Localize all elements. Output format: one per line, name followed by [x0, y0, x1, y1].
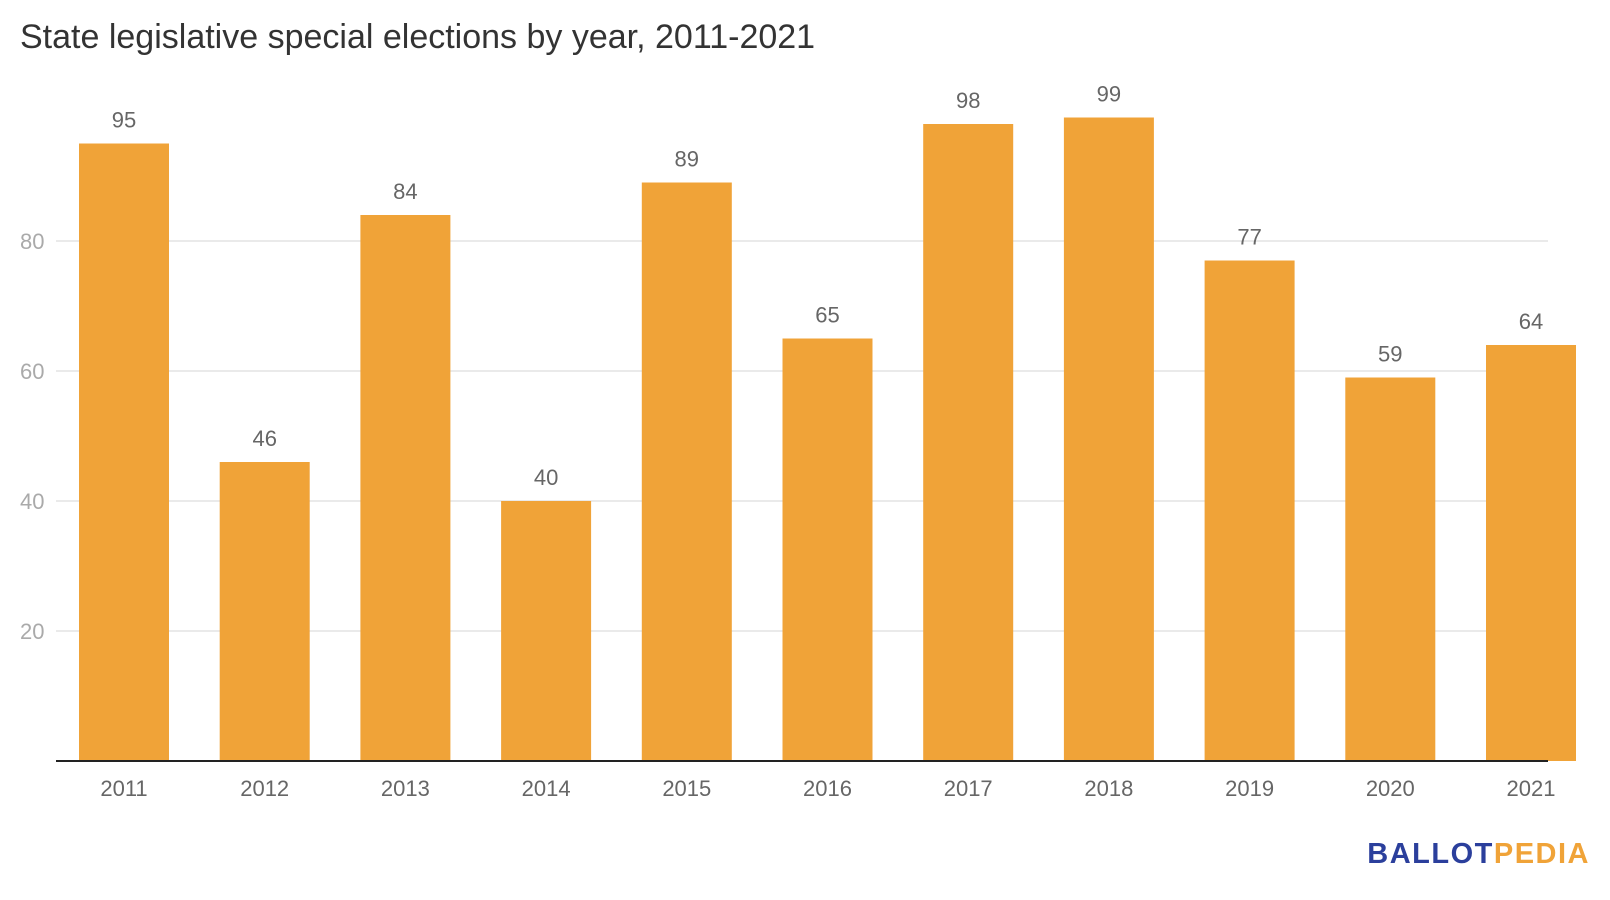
- x-tick-label-2015: 2015: [662, 776, 711, 801]
- bar-2014: [501, 501, 592, 761]
- data-label-2012: 46: [252, 426, 276, 451]
- y-tick-label: 80: [20, 229, 44, 254]
- data-labels: 95 46 84 40 89 65 98 99 77 59 64: [112, 82, 1543, 491]
- bar-2020: [1345, 377, 1436, 761]
- bar-2015: [641, 182, 732, 761]
- x-tick-label-2012: 2012: [240, 776, 289, 801]
- bars: [79, 117, 1576, 761]
- x-tick-label-2017: 2017: [944, 776, 993, 801]
- bar-2013: [360, 215, 451, 761]
- y-tick-label: 60: [20, 359, 44, 384]
- bar-2021: [1486, 345, 1576, 761]
- chart-title: State legislative special elections by y…: [20, 18, 816, 56]
- x-tick-label-2016: 2016: [803, 776, 852, 801]
- bar-2012: [219, 462, 310, 761]
- x-tick-label-2014: 2014: [522, 776, 571, 801]
- data-label-2011: 95: [112, 108, 136, 133]
- data-label-2015: 89: [675, 147, 699, 172]
- y-tick-label: 20: [20, 619, 44, 644]
- data-label-2018: 99: [1097, 82, 1121, 107]
- x-axis: 2011 2012 2013 2014 2015 2016 2017 2018 2019 2020…: [56, 760, 1556, 801]
- bar-2018: [1063, 117, 1154, 761]
- x-tick-label-2021: 2021: [1507, 776, 1556, 801]
- data-label-2016: 65: [815, 303, 839, 328]
- x-tick-label-2013: 2013: [381, 776, 430, 801]
- ballotpedia-logo: BALLOTPEDIA: [1367, 838, 1590, 871]
- y-axis: 20 40 60 80: [20, 229, 44, 644]
- data-label-2013: 84: [393, 179, 417, 204]
- bar-2017: [923, 124, 1014, 761]
- logo-part-ballot: BALLOT: [1367, 838, 1494, 870]
- bar-2016: [782, 338, 873, 761]
- data-label-2020: 59: [1378, 342, 1402, 367]
- x-tick-label-2019: 2019: [1225, 776, 1274, 801]
- x-tick-label-2011: 2011: [100, 776, 147, 801]
- bar-2019: [1204, 260, 1295, 761]
- data-label-2017: 98: [956, 88, 980, 113]
- data-label-2021: 64: [1519, 309, 1543, 334]
- data-label-2019: 77: [1237, 225, 1261, 250]
- y-tick-label: 40: [20, 489, 44, 514]
- data-label-2014: 40: [534, 465, 558, 490]
- logo-part-pedia: PEDIA: [1493, 838, 1590, 870]
- bar-2011: [79, 143, 169, 761]
- x-tick-label-2018: 2018: [1084, 776, 1133, 801]
- x-tick-label-2020: 2020: [1366, 776, 1415, 801]
